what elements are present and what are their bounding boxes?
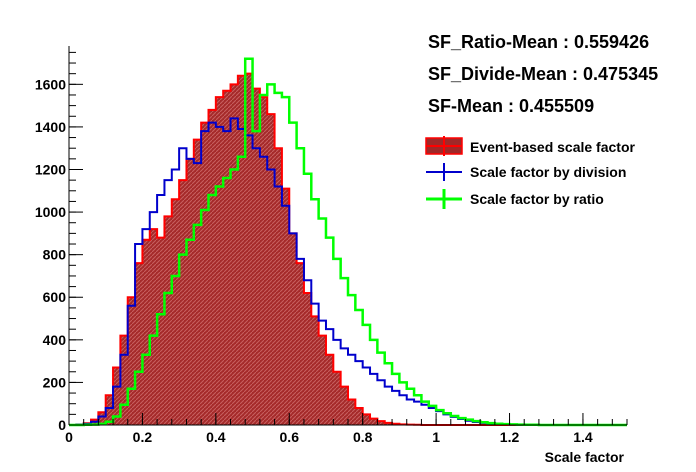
legend-entry-event-based: Event-based scale factor	[425, 136, 636, 156]
y-tick-label: 1600	[35, 76, 66, 92]
legend: Event-based scale factor Scale factor by…	[425, 136, 636, 209]
y-tick-label: 600	[43, 289, 67, 305]
stat-divide-mean: SF_Divide-Mean : 0.475345	[428, 64, 658, 84]
stat-ratio-mean: SF_Ratio-Mean : 0.559426	[428, 32, 649, 52]
axes: 0 0.2 0.4 0.6 0.8 1 1.2 1.4 0 200 400 600 800 1000 120…	[35, 46, 628, 445]
y-tick-label: 1400	[35, 119, 66, 135]
x-tick-label: 1.2	[500, 429, 520, 445]
x-tick-label: 0	[65, 429, 73, 445]
legend-label-event-based: Event-based scale factor	[470, 139, 636, 155]
y-tick-label: 1000	[35, 204, 66, 220]
legend-entry-division: Scale factor by division	[426, 163, 626, 181]
x-tick-label: 0.8	[353, 429, 373, 445]
x-tick-label: 0.4	[206, 429, 226, 445]
x-tick-label: 1.4	[573, 429, 593, 445]
x-tick-label: 0.6	[280, 429, 300, 445]
legend-label-division: Scale factor by division	[470, 164, 626, 180]
y-tick-label: 0	[58, 417, 66, 433]
legend-label-ratio: Scale factor by ratio	[470, 191, 604, 207]
y-tick-label: 400	[43, 332, 67, 348]
y-tick-label: 200	[43, 374, 67, 390]
y-tick-label: 800	[43, 247, 67, 263]
y-tick-label: 1200	[35, 161, 66, 177]
histogram-fill-event-based	[69, 73, 627, 425]
x-tick-label: 1	[432, 429, 440, 445]
legend-entry-ratio: Scale factor by ratio	[426, 189, 604, 209]
stat-sf-mean: SF-Mean : 0.455509	[428, 96, 594, 116]
x-tick-label: 0.2	[133, 429, 153, 445]
x-axis-title: Scale factor	[545, 449, 625, 465]
